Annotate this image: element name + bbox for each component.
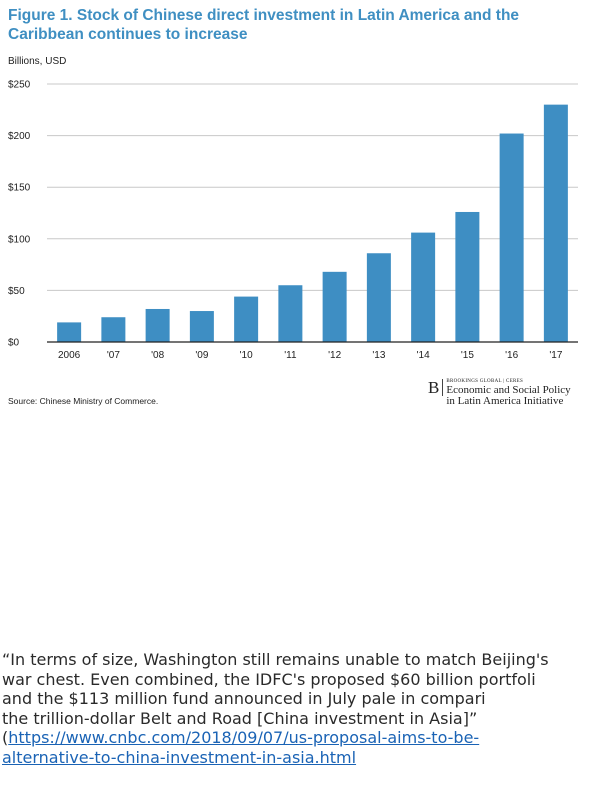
y-tick-label: $0 <box>8 338 20 349</box>
x-tick-label: 2006 <box>58 350 81 361</box>
quote-link-part-2[interactable]: alternative-to-china-investment-in-asia.… <box>2 747 357 767</box>
x-tick-label: '14 <box>417 350 430 361</box>
bar <box>278 285 303 342</box>
quote-link-part-1[interactable]: https://www.cnbc.com/2018/09/07/us-propo… <box>8 728 480 747</box>
quote-block: “In terms of size, Washington still rema… <box>2 650 590 767</box>
bar <box>366 253 391 342</box>
x-tick-label: '09 <box>195 350 208 361</box>
bar <box>101 317 126 342</box>
brand-small-line: BROOKINGS GLOBAL | CERES <box>446 379 524 384</box>
bar <box>322 271 347 342</box>
x-tick-label: '08 <box>151 350 164 361</box>
x-tick-label: '16 <box>505 350 518 361</box>
brand-line-1: Economic and Social Policy <box>446 384 571 396</box>
chart-title-line-1: Figure 1. Stock of Chinese direct invest… <box>8 7 520 24</box>
chart-title: Figure 1. Stock of Chinese direct invest… <box>8 6 578 44</box>
x-tick-label: '17 <box>549 350 562 361</box>
quote-line-1: “In terms of size, Washington still rema… <box>2 650 549 669</box>
x-tick-label: '10 <box>240 350 253 361</box>
brookings-logo-letter: B <box>428 379 444 396</box>
y-tick-label: $150 <box>8 183 31 194</box>
y-tick-label: $200 <box>8 131 31 142</box>
bar <box>499 133 524 342</box>
x-tick-label: '07 <box>107 350 120 361</box>
bar <box>455 211 480 342</box>
y-tick-label: $100 <box>8 234 31 245</box>
source-note: Source: Chinese Ministry of Commerce. <box>8 396 159 406</box>
quote-line-2: war chest. Even combined, the IDFC's pro… <box>2 669 536 689</box>
y-axis-unit-label: Billions, USD <box>8 56 67 67</box>
x-tick-label: '12 <box>328 350 341 361</box>
y-tick-label: $250 <box>8 80 31 91</box>
bar <box>145 308 170 342</box>
y-tick-label: $50 <box>8 286 25 297</box>
bar-chart: $0 $50 $100 $150 $200 $250 2006 '07 '08 '09 '10 '11… <box>8 80 578 361</box>
quote-line-3: and the $113 million fund announced in J… <box>2 689 486 708</box>
x-tick-label: '13 <box>372 350 385 361</box>
bar <box>543 104 568 342</box>
quote-link-line-2: alternative-to-china-investment-in-asia.… <box>2 748 590 768</box>
bar <box>411 232 436 342</box>
chart-title-line-2: Caribbean continues to increase <box>8 26 248 43</box>
bar <box>234 296 259 342</box>
brand-line-2: in Latin America Initiative <box>446 395 564 407</box>
quote-line-4: the trillion-dollar Belt and Road [China… <box>2 708 478 728</box>
x-tick-label: '11 <box>284 350 297 361</box>
quote-link-line-1: (https://www.cnbc.com/2018/09/07/us-prop… <box>2 728 590 748</box>
x-tick-label: '15 <box>461 350 474 361</box>
bar <box>57 322 82 342</box>
bar <box>189 311 214 342</box>
quote-link-prefix: ( <box>2 728 9 747</box>
brookings-logo: B BROOKINGS GLOBAL | CERES Economic and … <box>428 379 571 407</box>
